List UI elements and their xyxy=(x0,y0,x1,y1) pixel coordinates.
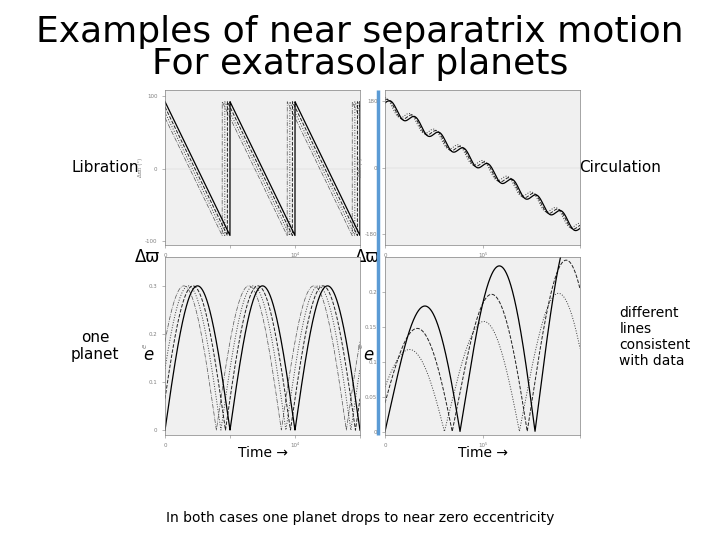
Text: In both cases one planet drops to near zero eccentricity: In both cases one planet drops to near z… xyxy=(166,511,554,525)
Text: different
lines
consistent
with data: different lines consistent with data xyxy=(619,306,690,368)
Y-axis label: e: e xyxy=(358,344,364,348)
Text: For exatrasolar planets: For exatrasolar planets xyxy=(152,47,568,81)
Text: Libration: Libration xyxy=(71,160,139,175)
Text: one
planet: one planet xyxy=(71,330,120,362)
Y-axis label: Δϖ₂ (°): Δϖ₂ (°) xyxy=(138,158,143,177)
Y-axis label: e: e xyxy=(141,344,147,348)
Text: Circulation: Circulation xyxy=(579,160,661,175)
Text: e: e xyxy=(363,346,373,364)
Text: Time →: Time → xyxy=(457,446,508,460)
Y-axis label: Δϖ₂ (°): Δϖ₂ (°) xyxy=(359,158,364,177)
Text: Time →: Time → xyxy=(238,446,287,460)
Text: e: e xyxy=(143,346,153,364)
Text: Δϖ: Δϖ xyxy=(135,248,161,266)
Text: Δϖ: Δϖ xyxy=(355,248,381,266)
Text: Examples of near separatrix motion: Examples of near separatrix motion xyxy=(36,15,684,49)
